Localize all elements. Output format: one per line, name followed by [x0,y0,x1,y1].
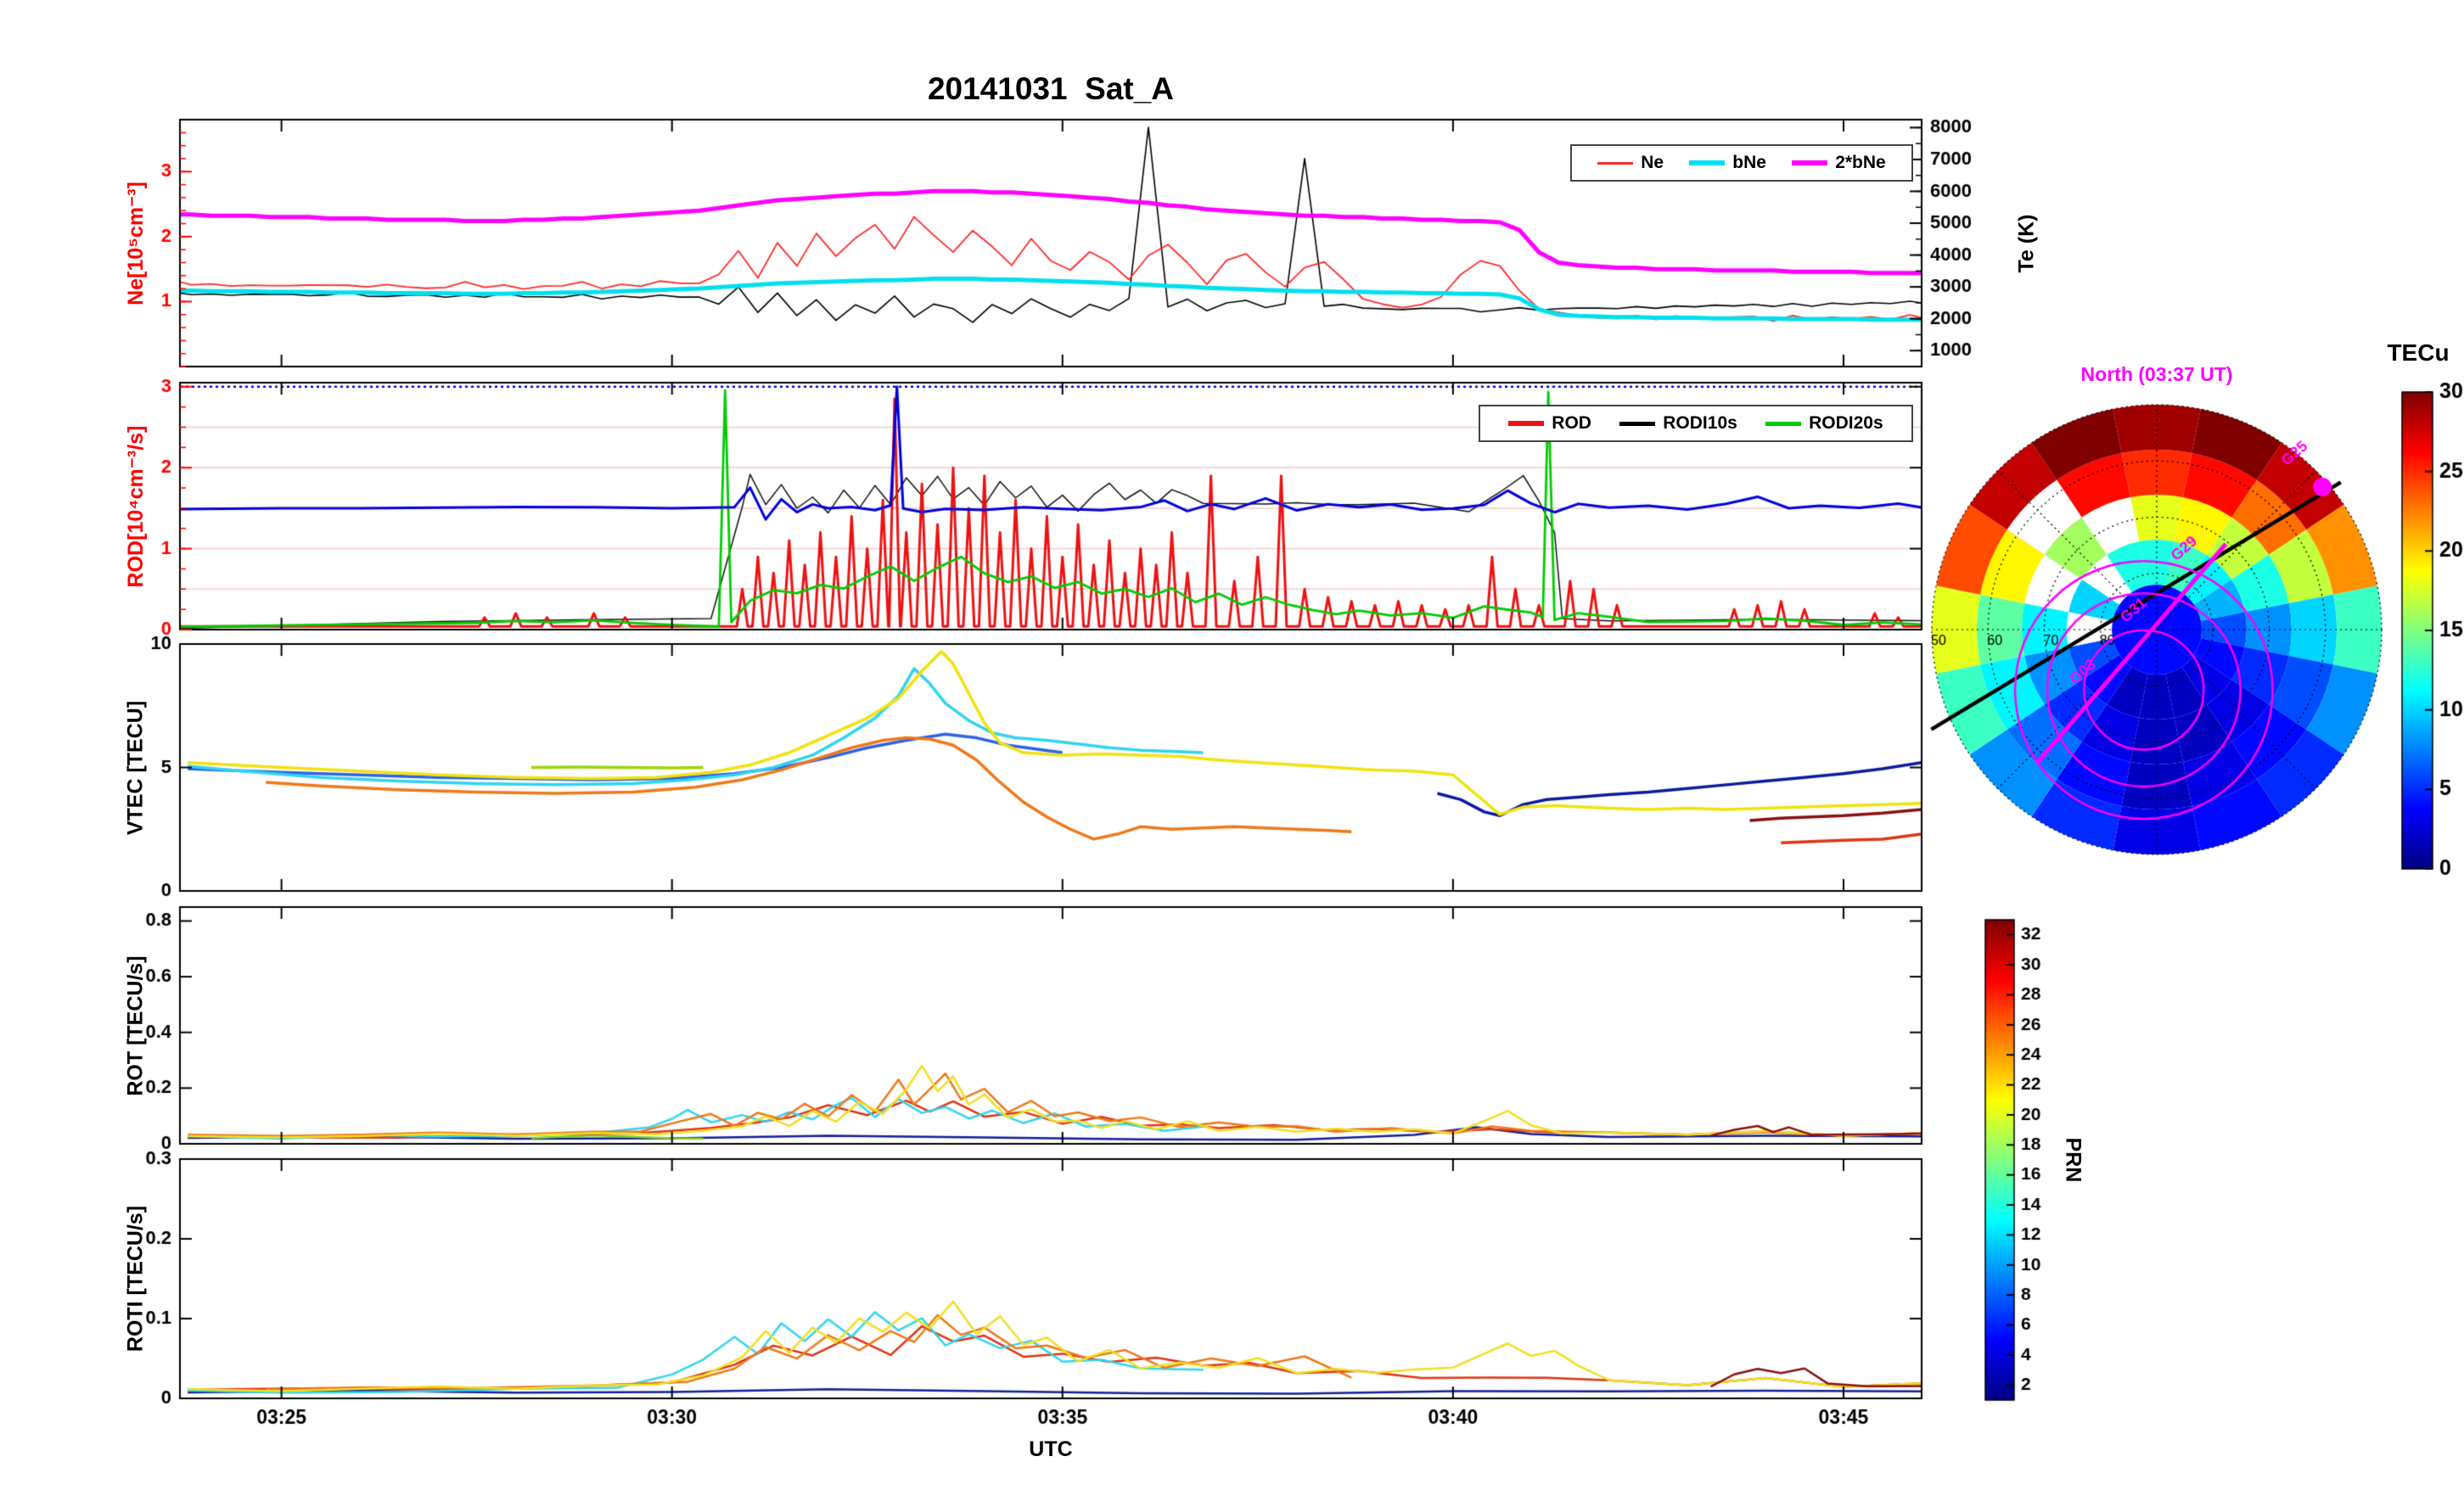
rod-line-swatch [1508,421,1545,426]
bne-line-swatch [1689,160,1726,165]
ylabel-rod: ROD[10⁴cm⁻³/s] [124,425,148,588]
ylabel-te: Te (K) [2014,214,2039,273]
legend-item: RODI20s [1765,413,1883,434]
legend-item: RODI10s [1619,413,1737,434]
legend-label: Ne [1641,153,1664,172]
legend-item: Ne [1597,153,1664,173]
legend-item: bNe [1689,153,1766,173]
ne-line-swatch [1597,161,1634,165]
ylabel-rot: ROT [TECU/s] [123,955,148,1096]
legend-panel-ne: Ne bNe 2*bNe [1570,144,1913,182]
tecu-colorbar-title: TECu [2387,339,2450,366]
legend-item: 2*bNe [1792,153,1886,173]
legend-label: bNe [1732,153,1766,172]
rodi20s-line-swatch [1765,421,1802,426]
map-title: North (03:37 UT) [2080,363,2233,385]
2bne-line-swatch [1792,160,1828,165]
legend-label: ROD [1552,413,1591,433]
xlabel-utc: UTC [1029,1437,1073,1461]
legend-panel-rod: ROD RODI10s RODI20s [1479,405,1913,442]
ylabel-roti: ROTI [TECU/s] [123,1205,148,1353]
legend-label: RODI20s [1809,413,1883,433]
ylabel-vtec: VTEC [TECU] [123,700,148,836]
legend-item: ROD [1508,413,1591,434]
rodi10s-line-swatch [1619,421,1656,426]
figure-title: 20141031 Sat_A [927,71,1175,106]
legend-label: 2*bNe [1835,153,1886,172]
ylabel-ne: Ne[10⁵cm⁻³] [124,182,148,305]
legend-label: RODI10s [1663,413,1737,433]
prn-colorbar-label: PRN [2061,1137,2085,1183]
